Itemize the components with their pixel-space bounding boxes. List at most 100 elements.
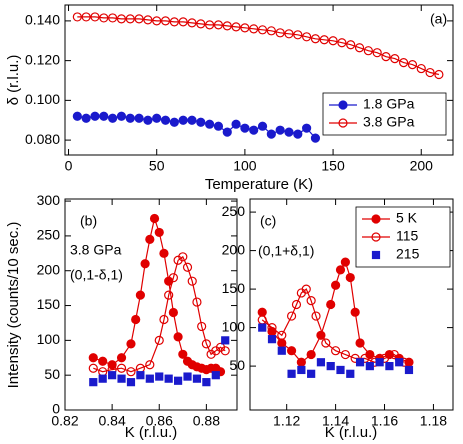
- marker: [116, 363, 127, 373]
- marker: [355, 358, 365, 367]
- marker: [354, 43, 365, 53]
- marker: [311, 311, 321, 321]
- y-tick-label: 0.120: [25, 51, 60, 67]
- x-tick-label: 0.86: [146, 413, 173, 429]
- marker: [266, 129, 276, 139]
- marker: [220, 346, 230, 356]
- legend-label: 3.8 GPa: [363, 114, 415, 130]
- y-tick-label: 150: [222, 280, 246, 296]
- marker: [99, 13, 109, 23]
- marker: [187, 115, 197, 125]
- marker: [291, 299, 302, 310]
- marker: [108, 371, 117, 380]
- marker: [222, 21, 232, 31]
- marker: [178, 349, 188, 359]
- marker: [321, 338, 331, 348]
- marker: [337, 38, 347, 48]
- marker: [371, 214, 381, 224]
- marker: [145, 360, 155, 370]
- marker: [284, 29, 294, 39]
- x-tick-label: 1.12: [273, 413, 300, 429]
- marker: [222, 127, 232, 137]
- marker: [389, 349, 399, 360]
- marker: [363, 46, 373, 56]
- marker: [213, 20, 224, 30]
- marker: [326, 362, 335, 371]
- marker: [399, 58, 409, 68]
- marker: [98, 356, 108, 366]
- marker: [168, 273, 178, 283]
- marker: [145, 374, 154, 383]
- marker: [310, 133, 321, 143]
- marker: [213, 121, 224, 131]
- marker: [154, 227, 164, 238]
- marker: [331, 280, 341, 290]
- x-axis-label: K (r.l.u.): [125, 424, 178, 441]
- x-tick-label: 0.82: [51, 413, 78, 429]
- x-tick-label: 150: [321, 158, 345, 174]
- y-tick-label: 0.080: [25, 131, 60, 147]
- marker: [90, 12, 100, 22]
- x-tick-label: 1.16: [371, 413, 398, 429]
- marker: [293, 30, 303, 40]
- marker: [338, 118, 348, 128]
- x-tick-label: 50: [149, 158, 165, 174]
- marker: [371, 232, 381, 242]
- marker: [99, 111, 109, 121]
- marker: [187, 18, 197, 28]
- marker: [287, 369, 296, 378]
- marker: [160, 115, 171, 125]
- y-tick-label: 50: [44, 366, 60, 382]
- marker: [286, 311, 297, 321]
- marker: [126, 367, 136, 377]
- marker: [169, 117, 179, 127]
- marker: [425, 67, 435, 78]
- marker: [116, 353, 127, 363]
- marker: [275, 28, 285, 38]
- legend-label: 215: [396, 246, 420, 262]
- marker: [266, 26, 276, 36]
- y-tick-label: 250: [222, 203, 246, 219]
- marker: [154, 335, 164, 345]
- y-tick-label: 150: [37, 296, 61, 312]
- x-tick-label: 200: [410, 158, 434, 174]
- marker: [371, 250, 381, 260]
- marker: [296, 357, 306, 367]
- x-tick-label: 0.84: [98, 413, 125, 429]
- marker: [116, 111, 127, 121]
- y-tick-label: 0: [52, 401, 60, 417]
- legend-label: 1.8 GPa: [363, 96, 415, 112]
- marker: [72, 111, 82, 121]
- marker: [302, 32, 312, 42]
- marker: [385, 362, 394, 371]
- marker: [117, 374, 126, 383]
- marker: [108, 13, 118, 23]
- y-tick-label: 300: [37, 192, 61, 208]
- marker: [155, 372, 164, 381]
- marker: [134, 113, 144, 123]
- marker: [375, 358, 384, 367]
- marker: [293, 129, 303, 139]
- marker: [331, 346, 341, 356]
- marker: [211, 371, 220, 380]
- marker: [267, 335, 277, 344]
- y-tick-label: 0.140: [25, 12, 60, 28]
- y-axis-label: Intensity (counts/10 sec.): [5, 222, 22, 389]
- marker: [183, 372, 192, 381]
- marker: [152, 113, 162, 123]
- marker: [404, 365, 414, 375]
- marker: [178, 252, 188, 262]
- marker: [275, 125, 285, 135]
- marker: [257, 121, 268, 131]
- y-tick-label: 100: [37, 331, 61, 347]
- marker: [416, 63, 426, 74]
- marker: [164, 374, 173, 383]
- marker: [72, 12, 82, 22]
- marker: [164, 290, 174, 300]
- marker: [267, 323, 277, 333]
- marker: [108, 113, 118, 123]
- y-tick-label: 0.100: [25, 91, 60, 107]
- marker: [178, 17, 188, 27]
- marker: [316, 358, 326, 367]
